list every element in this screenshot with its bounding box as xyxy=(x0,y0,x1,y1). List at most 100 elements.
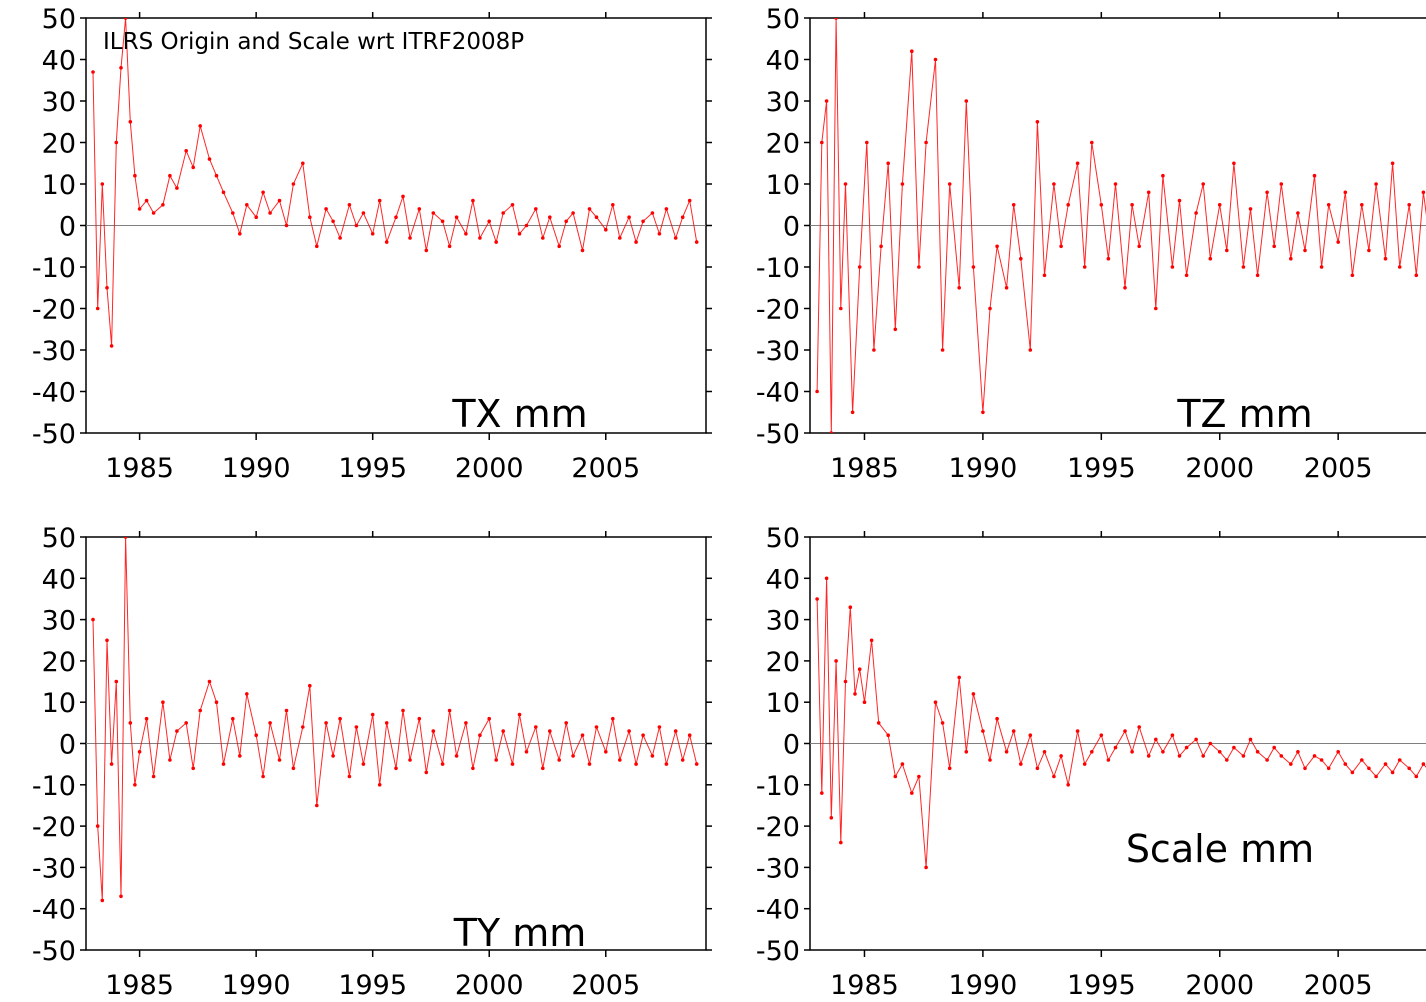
data-point xyxy=(1011,203,1016,207)
data-point xyxy=(394,766,398,771)
data-point xyxy=(981,410,985,415)
data-point xyxy=(454,754,459,758)
data-point xyxy=(824,99,829,103)
data-point xyxy=(1201,182,1205,186)
data-point xyxy=(1397,265,1402,269)
x-tick-label: 2005 xyxy=(1304,970,1373,1001)
data-point xyxy=(417,716,422,721)
data-point xyxy=(315,803,319,808)
data-point xyxy=(548,215,552,219)
data-point xyxy=(641,733,645,737)
x-tick-label: 2005 xyxy=(571,970,640,1001)
data-point xyxy=(184,149,188,153)
data-point xyxy=(580,733,585,737)
y-tick-label: 20 xyxy=(766,647,800,678)
data-point xyxy=(254,733,258,737)
data-point xyxy=(657,232,662,236)
data-point xyxy=(191,766,195,771)
figure-title: ILRS Origin and Scale wrt ITRF2008P xyxy=(103,29,524,55)
x-tick-label: 1995 xyxy=(338,453,407,484)
data-point xyxy=(1090,750,1094,754)
data-point xyxy=(175,186,179,190)
data-point xyxy=(843,182,848,186)
data-point xyxy=(886,733,890,737)
data-point xyxy=(1390,770,1395,775)
data-point xyxy=(604,750,608,754)
data-point xyxy=(1019,762,1023,766)
data-point xyxy=(123,18,128,20)
data-point xyxy=(377,198,382,203)
data-point xyxy=(1296,750,1300,754)
x-tick-label: 1995 xyxy=(1067,453,1136,484)
data-point xyxy=(924,140,928,145)
data-point xyxy=(957,286,961,290)
data-point xyxy=(995,716,999,721)
data-point xyxy=(151,211,156,215)
data-point xyxy=(1106,256,1111,261)
data-point xyxy=(1066,783,1070,787)
data-point xyxy=(1343,762,1348,766)
data-point xyxy=(1241,754,1246,758)
data-point xyxy=(161,700,165,704)
data-point xyxy=(384,240,389,244)
data-point xyxy=(245,203,249,207)
data-point xyxy=(384,721,389,725)
data-point xyxy=(1170,265,1175,269)
data-point xyxy=(1170,733,1175,737)
data-point xyxy=(1146,190,1151,195)
data-point xyxy=(308,215,312,219)
y-tick-label: 30 xyxy=(766,606,800,637)
data-point xyxy=(401,708,405,713)
data-point xyxy=(424,248,429,253)
y-tick-label: -30 xyxy=(756,336,800,367)
data-point xyxy=(137,207,142,211)
data-point xyxy=(820,140,824,145)
x-tick-label: 1995 xyxy=(338,970,407,1001)
x-tick-label: 1990 xyxy=(949,970,1018,1001)
y-tick-label: 50 xyxy=(42,4,76,35)
data-point xyxy=(1099,733,1104,737)
data-point xyxy=(324,721,328,725)
data-point xyxy=(1326,766,1331,771)
data-point xyxy=(650,211,655,215)
data-point xyxy=(815,597,819,601)
y-tick-label: -30 xyxy=(32,336,76,367)
data-point xyxy=(487,716,492,721)
y-tick-label: 0 xyxy=(783,212,800,243)
data-point xyxy=(1350,770,1355,775)
data-point xyxy=(315,244,319,249)
data-point xyxy=(587,207,592,211)
data-point xyxy=(1161,750,1165,754)
data-point xyxy=(1265,190,1269,195)
data-point xyxy=(541,236,545,240)
series-group xyxy=(91,537,699,903)
data-point xyxy=(454,215,459,219)
data-point xyxy=(238,232,242,236)
data-point xyxy=(291,182,296,186)
data-point xyxy=(331,219,335,224)
data-point xyxy=(917,265,921,269)
data-point xyxy=(1374,774,1378,779)
data-point xyxy=(1296,211,1300,215)
data-point xyxy=(447,708,452,713)
data-point xyxy=(834,18,838,20)
data-point xyxy=(571,211,575,215)
x-tick-label: 1995 xyxy=(1067,970,1136,1001)
data-point xyxy=(361,211,366,215)
data-point xyxy=(687,733,692,737)
panel-tx: 50 40 30 20 10 0 -10 -20 -30 -40 -50 1985 1990 1995 20… xyxy=(32,4,712,484)
data-point xyxy=(1383,256,1388,261)
data-point xyxy=(1154,306,1158,311)
data-point xyxy=(627,729,631,733)
data-point xyxy=(1146,754,1151,758)
data-point xyxy=(370,712,375,717)
data-point xyxy=(501,211,506,215)
data-point xyxy=(1407,766,1411,771)
data-point xyxy=(1208,256,1213,261)
data-point xyxy=(971,692,976,696)
data-point xyxy=(1113,745,1118,750)
data-point xyxy=(853,692,857,696)
data-point xyxy=(95,824,100,828)
data-point xyxy=(1137,244,1141,249)
data-point xyxy=(1360,758,1364,762)
